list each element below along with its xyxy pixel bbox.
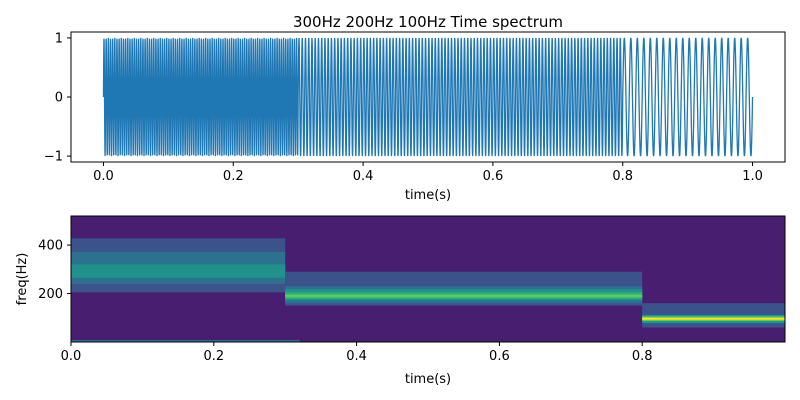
x-tick-label: 0.2 xyxy=(223,169,244,184)
spectrogram-ticks: 0.0 0.2 0.4 0.6 0.8 200 400 xyxy=(38,239,652,364)
spectrogram-ylabel: freq(Hz) xyxy=(15,253,30,306)
x-tick-label: 0.6 xyxy=(483,169,504,184)
time-chart-xlabel: time(s) xyxy=(405,188,451,203)
y-tick-label: 0 xyxy=(55,91,63,106)
x-tick-label: 1.0 xyxy=(742,169,763,184)
time-chart-frame xyxy=(70,31,786,163)
spectrogram-band xyxy=(71,340,300,342)
y-tick-label: −1 xyxy=(44,150,63,165)
y-tick-label: 1 xyxy=(55,31,63,46)
spectrogram-band xyxy=(71,264,286,278)
x-tick-label: 0.4 xyxy=(346,349,367,364)
spectrogram-band xyxy=(285,294,643,298)
y-tick-label: 400 xyxy=(38,239,63,254)
x-tick-label: 0.6 xyxy=(489,349,510,364)
spectrogram-frame xyxy=(70,215,786,343)
x-tick-label: 0.4 xyxy=(353,169,374,184)
signal-line xyxy=(102,37,754,157)
time-domain-chart: 300Hz 200Hz 100Hz Time spectrum 0.0 0.2 0.… xyxy=(44,13,786,203)
time-plot-area xyxy=(102,37,754,157)
y-tick-label: 200 xyxy=(38,287,63,302)
spectrogram-chart: 0.0 0.2 0.4 0.6 0.8 200 400 time(s) freq(Hz) xyxy=(15,215,786,387)
time-chart-title: 300Hz 200Hz 100Hz Time spectrum xyxy=(293,13,563,31)
x-tick-label: 0.8 xyxy=(632,349,653,364)
spectrogram-xlabel: time(s) xyxy=(405,372,451,387)
x-tick-label: 0.0 xyxy=(61,349,82,364)
time-chart-ticks: 0.0 0.2 0.4 0.6 0.8 1.0 −1 0 1 xyxy=(44,31,763,184)
x-tick-label: 0.2 xyxy=(203,349,224,364)
spectrogram-band xyxy=(642,317,785,320)
x-tick-label: 0.8 xyxy=(612,169,633,184)
x-tick-label: 0.0 xyxy=(93,169,114,184)
spectrogram-plot-area xyxy=(71,216,785,342)
